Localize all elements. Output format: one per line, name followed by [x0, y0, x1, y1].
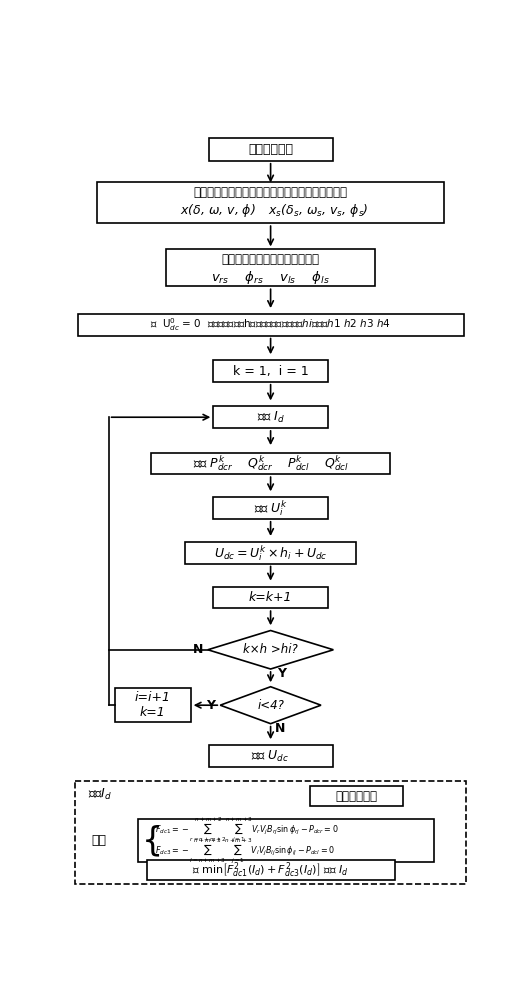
Text: $F_{dc3} = -\sum_{l=n+m+3}^{n+m+3}\sum_{j=1}^{n+m+3} V_l V_j B_{lj} \sin\phi_{lj: $F_{dc3} = -\sum_{l=n+m+3}^{n+m+3}\sum_{… — [155, 837, 335, 866]
FancyBboxPatch shape — [151, 453, 390, 474]
Text: i=i+1: i=i+1 — [135, 691, 171, 704]
Text: 计算 $I_d$: 计算 $I_d$ — [257, 410, 285, 425]
Text: $v_{rs}$    $\phi_{rs}$    $v_{ls}$    $\phi_{ls}$: $v_{rs}$ $\phi_{rs}$ $v_{ls}$ $\phi_{ls}… — [211, 269, 330, 286]
FancyBboxPatch shape — [213, 406, 328, 428]
Text: 得到 $U_{dc}$: 得到 $U_{dc}$ — [251, 748, 290, 764]
FancyBboxPatch shape — [97, 182, 444, 223]
FancyBboxPatch shape — [209, 745, 333, 767]
Text: N: N — [193, 643, 203, 656]
FancyBboxPatch shape — [213, 497, 328, 519]
Text: $U_{dc} = U^k_i \times h_i + U_{dc}$: $U_{dc} = U^k_i \times h_i + U_{dc}$ — [214, 543, 327, 563]
Text: 计算$I_d$: 计算$I_d$ — [88, 787, 112, 802]
Text: {: { — [142, 824, 163, 857]
Text: 计算 $U^k_i$: 计算 $U^k_i$ — [253, 498, 288, 518]
FancyBboxPatch shape — [147, 860, 394, 880]
FancyBboxPatch shape — [213, 587, 328, 608]
Text: 计算 $P^k_{dcr}$    $Q^k_{dcr}$    $P^k_{dcl}$    $Q^k_{dcl}$: 计算 $P^k_{dcr}$ $Q^k_{dcr}$ $P^k_{dcl}$ $… — [193, 454, 348, 473]
Text: k = 1,  i = 1: k = 1, i = 1 — [233, 365, 308, 378]
Polygon shape — [220, 687, 321, 724]
Text: Y: Y — [277, 667, 286, 680]
FancyBboxPatch shape — [185, 542, 356, 564]
Text: i<4?: i<4? — [257, 699, 284, 712]
Text: N: N — [275, 722, 286, 735]
Polygon shape — [208, 631, 333, 669]
FancyBboxPatch shape — [78, 314, 464, 336]
FancyBboxPatch shape — [115, 688, 191, 722]
FancyBboxPatch shape — [310, 786, 403, 806]
Text: x$_s$($\delta_s$, $\omega_s$, v$_s$, $\phi_s$): x$_s$($\delta_s$, $\omega_s$, v$_s$, $\p… — [268, 202, 369, 219]
FancyBboxPatch shape — [209, 138, 333, 161]
Text: 令  U$^0_{dc}$ = 0  选取合适的步长h，每个参数的区间长度$hi$分别为$h1$ $h2$ $h3$ $h4$: 令 U$^0_{dc}$ = 0 选取合适的步长h，每个参数的区间长度$hi$分… — [150, 316, 391, 333]
Text: x($\delta$, $\omega$, v, $\phi$): x($\delta$, $\omega$, v, $\phi$) — [180, 202, 256, 219]
Text: k=1: k=1 — [140, 706, 166, 719]
FancyBboxPatch shape — [138, 819, 434, 862]
Text: $F_{dc1} = -\sum_{r=n+m+2}^{n+m+2}\sum_{j=1}^{n+m+3} V_r V_j B_{rj} \sin\phi_{rj: $F_{dc1} = -\sum_{r=n+m+2}^{n+m+2}\sum_{… — [155, 815, 339, 845]
Text: 输入系统待测点的参数及故障切除后的稳定平衡点: 输入系统待测点的参数及故障切除后的稳定平衡点 — [194, 186, 347, 199]
FancyBboxPatch shape — [166, 249, 375, 286]
FancyBboxPatch shape — [76, 781, 466, 884]
Text: 标记换流器母线的电压和相角：: 标记换流器母线的电压和相角： — [222, 253, 319, 266]
Text: Y: Y — [206, 699, 215, 712]
Text: 输入系统参数: 输入系统参数 — [336, 790, 378, 803]
FancyBboxPatch shape — [213, 360, 328, 382]
Text: 输入系统参数: 输入系统参数 — [248, 143, 293, 156]
Text: k×h >hi?: k×h >hi? — [243, 643, 298, 656]
Text: 求 min$\left[F^2_{dc1}(I_d) + F^2_{dc3}(I_d)\right]$ 时的 $I_d$: 求 min$\left[F^2_{dc1}(I_d) + F^2_{dc3}(I… — [192, 860, 349, 880]
Text: 输入: 输入 — [91, 834, 106, 847]
Text: k=k+1: k=k+1 — [249, 591, 293, 604]
